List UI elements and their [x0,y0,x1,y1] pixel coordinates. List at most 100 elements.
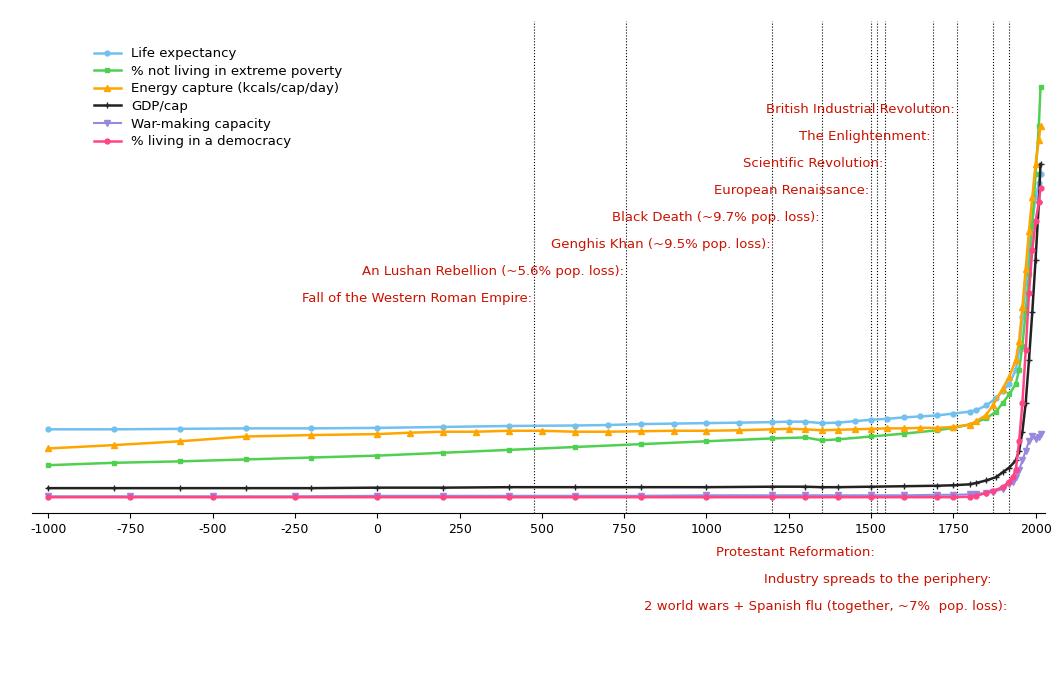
Line: Life expectancy: Life expectancy [45,171,1043,432]
Life expectancy [848,417,861,425]
Energy capture (kcals/cap/day) [535,427,548,435]
% living in a democracy [986,487,999,495]
Life expectancy [1033,179,1045,187]
% not living in extreme poverty [989,408,1002,416]
Life expectancy [1003,380,1016,388]
GDP/cap [1033,198,1045,207]
War-making capacity [1033,434,1045,442]
% not living in extreme poverty [1016,341,1029,350]
% living in a democracy [437,493,450,501]
Life expectancy [437,423,450,431]
% living in a democracy [288,493,301,501]
War-making capacity [898,491,910,499]
% living in a democracy [1006,473,1019,482]
War-making capacity [1030,435,1042,443]
% living in a democracy [766,493,778,501]
GDP/cap [1030,256,1042,264]
War-making capacity [125,492,137,501]
Energy capture (kcals/cap/day) [470,428,483,436]
% not living in extreme poverty [1019,308,1032,316]
Life expectancy [766,418,778,426]
Energy capture (kcals/cap/day) [1016,303,1029,311]
GDP/cap [700,483,713,491]
% not living in extreme poverty [898,430,910,438]
% living in a democracy [1010,466,1022,474]
Energy capture (kcals/cap/day) [963,421,976,429]
% not living in extreme poverty [1022,269,1035,278]
War-making capacity [503,492,515,500]
GDP/cap [371,484,383,492]
% not living in extreme poverty [371,451,383,460]
% living in a democracy [42,493,55,501]
% not living in extreme poverty [305,453,318,462]
% not living in extreme poverty [963,421,976,429]
% living in a democracy [568,493,581,501]
% not living in extreme poverty [1003,391,1016,399]
% not living in extreme poverty [1033,122,1045,130]
% not living in extreme poverty [108,459,120,467]
% not living in extreme poverty [42,461,55,469]
GDP/cap [240,484,252,492]
War-making capacity [288,492,301,501]
% living in a democracy [798,493,811,501]
GDP/cap [108,484,120,492]
GDP/cap [898,482,910,490]
% living in a democracy [206,493,219,501]
War-making capacity [986,488,999,496]
War-making capacity [832,491,845,499]
War-making capacity [970,490,983,498]
Life expectancy [898,413,910,421]
Energy capture (kcals/cap/day) [1013,337,1025,345]
Text: Genghis Khan (~9.5% pop. loss):: Genghis Khan (~9.5% pop. loss): [551,238,771,251]
% not living in extreme poverty [503,446,515,454]
Life expectancy [733,419,746,427]
Life expectancy [1010,365,1022,373]
Energy capture (kcals/cap/day) [798,425,811,434]
GDP/cap [1034,160,1046,168]
Energy capture (kcals/cap/day) [700,427,713,435]
Energy capture (kcals/cap/day) [986,402,999,410]
GDP/cap [947,481,960,489]
Text: The Enlightenment:: The Enlightenment: [799,130,931,143]
War-making capacity [42,492,55,501]
Life expectancy [305,424,318,432]
War-making capacity [798,491,811,499]
Text: Scientific Revolution:: Scientific Revolution: [743,157,884,170]
% living in a democracy [1016,399,1029,407]
Energy capture (kcals/cap/day) [1010,356,1022,364]
Life expectancy [798,417,811,425]
Energy capture (kcals/cap/day) [568,428,581,436]
War-making capacity [1019,447,1032,455]
% not living in extreme poverty [865,432,878,440]
% living in a democracy [1022,289,1035,297]
Life expectancy [970,406,983,415]
Energy capture (kcals/cap/day) [832,425,845,434]
GDP/cap [635,483,647,491]
Energy capture (kcals/cap/day) [1019,265,1032,273]
GDP/cap [963,480,976,488]
Life expectancy [989,394,1002,402]
Text: British Industrial Revolution:: British Industrial Revolution: [767,103,955,116]
% living in a democracy [1019,346,1032,354]
Life expectancy [371,424,383,432]
GDP/cap [766,483,778,491]
Energy capture (kcals/cap/day) [437,428,450,436]
Text: Black Death (~9.7% pop. loss):: Black Death (~9.7% pop. loss): [612,211,819,224]
GDP/cap [1022,356,1035,364]
% not living in extreme poverty [1013,365,1025,373]
GDP/cap [305,484,318,492]
Energy capture (kcals/cap/day) [914,424,927,432]
Life expectancy [42,425,55,434]
GDP/cap [42,484,55,492]
GDP/cap [996,469,1008,477]
Energy capture (kcals/cap/day) [865,425,878,433]
Energy capture (kcals/cap/day) [1003,373,1016,381]
War-making capacity [371,492,383,500]
Life expectancy [1022,246,1035,254]
Energy capture (kcals/cap/day) [1022,227,1035,235]
War-making capacity [996,485,1008,493]
% not living in extreme poverty [240,456,252,464]
Line: % living in a democracy: % living in a democracy [45,185,1043,499]
% not living in extreme poverty [798,434,811,442]
Energy capture (kcals/cap/day) [667,427,680,435]
